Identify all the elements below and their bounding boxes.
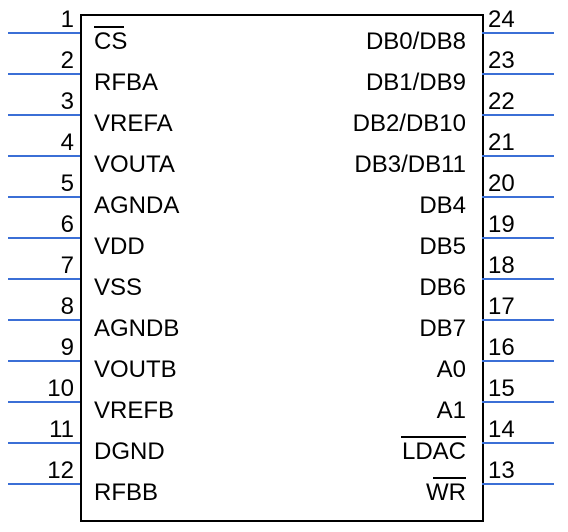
- pin-label: VREFA: [94, 110, 173, 138]
- pin-label: DB1/DB9: [236, 69, 466, 97]
- pin-label: DB7: [236, 315, 466, 343]
- pin-number: 21: [488, 129, 554, 157]
- pin-label: VREFB: [94, 397, 174, 425]
- pin-number: 18: [488, 252, 554, 280]
- pin-label: VSS: [94, 274, 142, 302]
- pin-number: 7: [8, 252, 74, 280]
- pin-label: VDD: [94, 233, 145, 261]
- pin-number: 24: [488, 6, 554, 34]
- pin-number: 17: [488, 293, 554, 321]
- pin-number: 2: [8, 47, 74, 75]
- pin-number: 3: [8, 88, 74, 116]
- pin-label: DB5: [236, 233, 466, 261]
- pin-label: VOUTA: [94, 151, 175, 179]
- pin-number: 1: [8, 6, 74, 34]
- pin-number: 6: [8, 211, 74, 239]
- pin-number: 8: [8, 293, 74, 321]
- pin-label: A0: [236, 356, 466, 384]
- pin-label: WR: [236, 479, 466, 507]
- pin-number: 11: [8, 416, 74, 444]
- pin-label: RFBA: [94, 69, 158, 97]
- overline: [433, 477, 466, 479]
- pin-label: DB0/DB8: [236, 28, 466, 56]
- pin-number: 4: [8, 129, 74, 157]
- pin-number: 14: [488, 416, 554, 444]
- pin-label: RFBB: [94, 479, 158, 507]
- chip-pinout-diagram: 1 CS 2 RFBA 3 VREFA 4 VOUTA 5 AGNDA 6 VDD 7 VSS 8 AGNDB…: [0, 0, 568, 532]
- pin-number: 10: [8, 375, 74, 403]
- pin-number: 16: [488, 334, 554, 362]
- pin-number: 9: [8, 334, 74, 362]
- pin-number: 19: [488, 211, 554, 239]
- overline: [401, 436, 466, 438]
- pin-label: DB3/DB11: [236, 151, 466, 179]
- pin-number: 5: [8, 170, 74, 198]
- pin-label: AGNDA: [94, 192, 179, 220]
- pin-number: 15: [488, 375, 554, 403]
- pin-label: LDAC: [236, 438, 466, 466]
- pin-label: A1: [236, 397, 466, 425]
- pin-label: DB4: [236, 192, 466, 220]
- overline: [94, 26, 124, 28]
- pin-number: 12: [8, 457, 74, 485]
- pin-label: CS: [94, 28, 127, 56]
- pin-label: DB2/DB10: [236, 110, 466, 138]
- pin-number: 22: [488, 88, 554, 116]
- pin-label: DB6: [236, 274, 466, 302]
- pin-number: 20: [488, 170, 554, 198]
- pin-label: AGNDB: [94, 315, 179, 343]
- pin-number: 23: [488, 47, 554, 75]
- pin-number: 13: [488, 457, 554, 485]
- pin-label: DGND: [94, 438, 165, 466]
- pin-label: VOUTB: [94, 356, 177, 384]
